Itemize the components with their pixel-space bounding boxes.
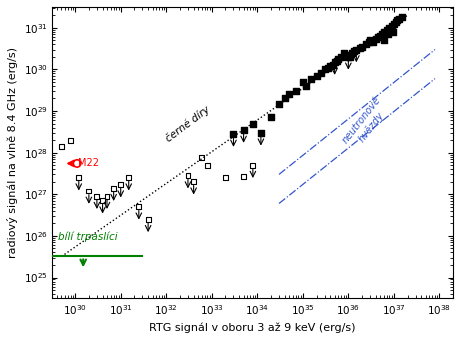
Point <box>323 65 330 70</box>
Point <box>358 44 365 49</box>
Point <box>379 29 386 35</box>
Point <box>369 39 376 45</box>
Text: M22: M22 <box>78 158 99 168</box>
Point <box>267 115 274 120</box>
Point <box>285 92 292 97</box>
Point <box>362 41 369 47</box>
Point <box>307 76 314 81</box>
Text: bílí trpaslíci: bílí trpaslíci <box>58 232 117 242</box>
Point <box>312 73 319 79</box>
Point <box>93 193 101 199</box>
Point <box>240 127 247 133</box>
Point <box>280 96 288 101</box>
Point <box>75 175 82 181</box>
Point <box>240 174 247 179</box>
Point <box>330 59 337 65</box>
Point <box>99 198 106 203</box>
Point <box>344 54 351 60</box>
X-axis label: RTG signál v oboru 3 až 9 keV (erg/s): RTG signál v oboru 3 až 9 keV (erg/s) <box>149 323 355 333</box>
Point <box>388 29 396 35</box>
Point <box>190 179 197 185</box>
Point <box>103 193 111 199</box>
Point <box>346 54 353 60</box>
Point <box>221 175 229 181</box>
Point <box>387 23 395 29</box>
Point <box>337 54 344 60</box>
Point <box>379 37 386 43</box>
Point <box>67 137 74 143</box>
Point <box>371 36 379 41</box>
Point <box>275 101 282 106</box>
Point <box>374 34 381 40</box>
Point <box>328 62 336 67</box>
Point <box>291 88 299 94</box>
Point <box>230 131 237 137</box>
Point <box>364 39 372 45</box>
Point <box>347 50 355 55</box>
Point <box>375 33 383 38</box>
Point <box>117 182 124 187</box>
Point <box>110 185 117 191</box>
Point <box>184 173 191 178</box>
Point <box>365 37 373 43</box>
Point <box>332 58 340 64</box>
Point <box>197 155 205 160</box>
Point <box>385 25 392 31</box>
Point <box>334 56 341 62</box>
Point <box>298 79 306 85</box>
Point <box>384 32 391 37</box>
Point <box>125 175 132 181</box>
Point <box>302 83 309 89</box>
Point <box>393 18 400 23</box>
Point <box>320 67 328 72</box>
Text: neutronové
hvězdy: neutronové hvězdy <box>340 95 392 152</box>
Point <box>249 121 256 126</box>
Text: černé díry: černé díry <box>163 104 212 143</box>
Point <box>349 48 357 53</box>
Point <box>257 130 264 136</box>
Point <box>395 17 402 22</box>
Point <box>378 32 385 37</box>
Point <box>342 52 349 58</box>
Point <box>249 163 256 168</box>
Point <box>58 144 65 149</box>
Point <box>203 163 211 168</box>
Point <box>356 46 363 51</box>
Y-axis label: radiový signál na vlně 8.4 GHz (erg/s): radiový signál na vlně 8.4 GHz (erg/s) <box>7 47 18 258</box>
Point <box>135 204 142 209</box>
Point <box>326 63 333 69</box>
Point <box>397 14 405 20</box>
Point <box>391 19 398 24</box>
Point <box>317 71 324 76</box>
Point <box>144 217 151 222</box>
Point <box>340 50 347 55</box>
Point <box>85 188 92 194</box>
Point <box>73 161 81 166</box>
Point <box>382 27 390 32</box>
Point <box>389 22 397 27</box>
Point <box>352 47 359 52</box>
